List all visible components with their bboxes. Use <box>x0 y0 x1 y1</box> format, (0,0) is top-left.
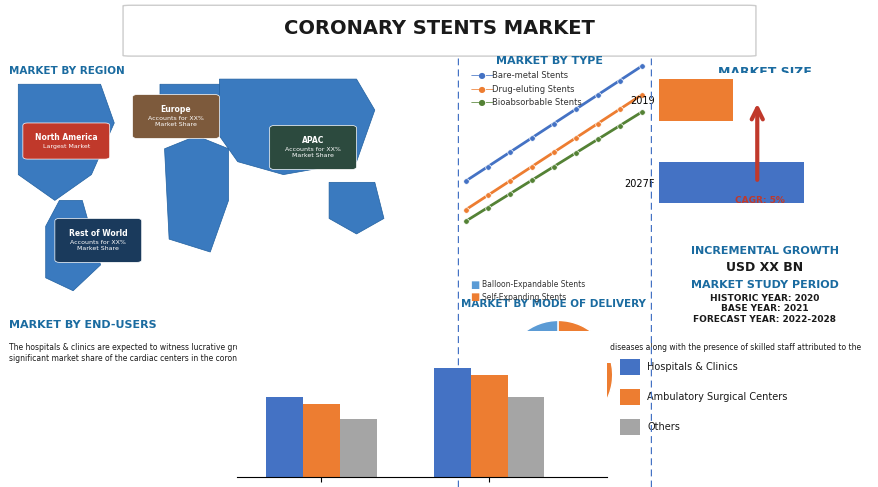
FancyBboxPatch shape <box>270 126 356 169</box>
Bar <box>658 79 732 121</box>
Text: The hospitals & clinics are expected to witness lucrative growth during the fore: The hospitals & clinics are expected to … <box>9 343 860 363</box>
Polygon shape <box>164 136 228 252</box>
Text: Drug-eluting Stents: Drug-eluting Stents <box>492 85 574 94</box>
Bar <box>302 404 339 477</box>
Bar <box>265 397 302 477</box>
Text: MARKET BY END-USERS: MARKET BY END-USERS <box>9 320 156 331</box>
Text: Accounts for XX%
Market Share: Accounts for XX% Market Share <box>70 240 126 251</box>
Bar <box>620 358 639 375</box>
Text: Bioabsorbable Stents: Bioabsorbable Stents <box>492 98 581 107</box>
Text: APAC: APAC <box>301 136 324 145</box>
Polygon shape <box>220 79 374 174</box>
Text: Rest of World: Rest of World <box>68 229 127 238</box>
Bar <box>470 375 507 477</box>
Text: Largest Market: Largest Market <box>43 144 90 149</box>
Text: BASE YEAR: 2021: BASE YEAR: 2021 <box>720 304 808 313</box>
FancyBboxPatch shape <box>133 94 220 138</box>
Bar <box>339 419 376 477</box>
Text: FORECAST YEAR: 2022-2028: FORECAST YEAR: 2022-2028 <box>693 315 835 324</box>
Bar <box>658 162 803 203</box>
Text: MARKET BY REGION: MARKET BY REGION <box>9 66 125 76</box>
Text: Self-Expanding Stents: Self-Expanding Stents <box>481 293 565 301</box>
Text: HISTORIC YEAR: 2020: HISTORIC YEAR: 2020 <box>709 294 818 302</box>
Text: ■: ■ <box>470 292 479 302</box>
Text: North America: North America <box>35 133 97 142</box>
FancyBboxPatch shape <box>123 5 755 56</box>
Text: Accounts for XX%
Market Share: Accounts for XX% Market Share <box>148 116 204 127</box>
Text: Bare-metal Stents: Bare-metal Stents <box>492 71 568 80</box>
Text: CORONARY STENTS MARKET: CORONARY STENTS MARKET <box>284 19 594 37</box>
Text: INCREMENTAL GROWTH: INCREMENTAL GROWTH <box>690 246 838 256</box>
Text: Europe: Europe <box>161 105 191 114</box>
Polygon shape <box>46 201 100 291</box>
Bar <box>507 397 543 477</box>
Text: ■: ■ <box>470 280 479 290</box>
Text: Balloon-Expandable Stents: Balloon-Expandable Stents <box>481 281 584 289</box>
Text: Others: Others <box>646 422 680 432</box>
Polygon shape <box>328 182 384 234</box>
Text: MARKET STUDY PERIOD: MARKET STUDY PERIOD <box>690 280 838 290</box>
Text: —●—: —●— <box>470 71 493 80</box>
Text: Ambulatory Surgical Centers: Ambulatory Surgical Centers <box>646 392 787 402</box>
Bar <box>620 389 639 405</box>
Wedge shape <box>503 320 558 427</box>
Text: Hospitals & Clinics: Hospitals & Clinics <box>646 362 738 372</box>
Text: MARKET BY TYPE: MARKET BY TYPE <box>495 56 602 66</box>
Text: Accounts for XX%
Market Share: Accounts for XX% Market Share <box>284 147 341 158</box>
Text: MARKET SIZE: MARKET SIZE <box>717 66 810 79</box>
Bar <box>620 419 639 435</box>
Polygon shape <box>18 84 114 201</box>
FancyBboxPatch shape <box>54 219 141 262</box>
Bar <box>433 368 470 477</box>
Text: MARKET BY MODE OF DELIVERY: MARKET BY MODE OF DELIVERY <box>461 300 645 309</box>
Text: —●—: —●— <box>470 98 493 107</box>
Wedge shape <box>541 320 612 430</box>
Text: —●—: —●— <box>470 85 493 94</box>
Polygon shape <box>160 84 228 141</box>
FancyBboxPatch shape <box>23 123 110 159</box>
Text: CAGR: 5%: CAGR: 5% <box>735 196 784 205</box>
Text: USD XX BN: USD XX BN <box>725 262 802 274</box>
